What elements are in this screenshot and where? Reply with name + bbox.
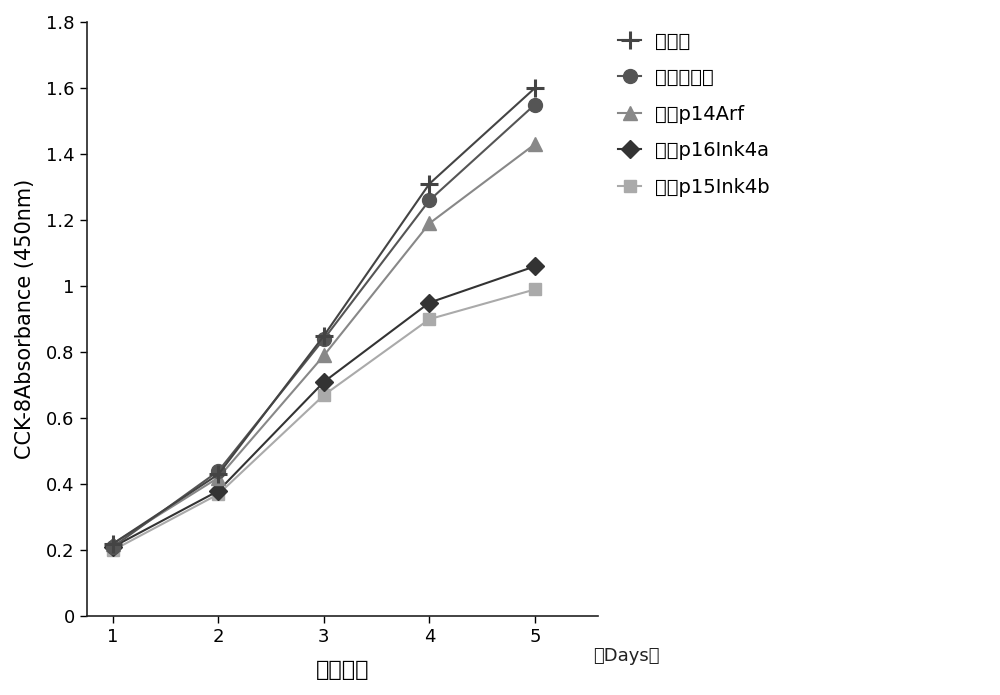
转染p15Ink4b [318, 391, 330, 399]
转染p16Ink4a [423, 298, 435, 306]
转染p14Arf [318, 351, 330, 359]
转染p15Ink4b [107, 546, 119, 555]
无转染 [318, 332, 330, 340]
Legend: 无转染, 转染空质粒, 转染p14Arf, 转染p16Ink4a, 转染p15Ink4b: 无转染, 转染空质粒, 转染p14Arf, 转染p16Ink4a, 转染p15I… [618, 32, 770, 197]
无转染 [529, 84, 541, 92]
转染空质粒 [423, 196, 435, 204]
转染p16Ink4a [318, 377, 330, 386]
Line: 无转染: 无转染 [104, 79, 544, 553]
Line: 转染p14Arf: 转染p14Arf [106, 137, 542, 550]
转染p16Ink4a [107, 543, 119, 551]
无转染 [212, 470, 224, 478]
转染p16Ink4a [529, 262, 541, 270]
转染p14Arf [423, 219, 435, 227]
转染p14Arf [107, 539, 119, 548]
转染p15Ink4b [212, 490, 224, 498]
X-axis label: 培养时间: 培养时间 [316, 660, 369, 680]
转染p15Ink4b [529, 285, 541, 293]
转染p14Arf [212, 473, 224, 482]
无转染 [107, 539, 119, 548]
Line: 转染p15Ink4b: 转染p15Ink4b [107, 283, 541, 557]
Y-axis label: CCK-8Absorbance (450nm): CCK-8Absorbance (450nm) [15, 179, 35, 459]
转染p14Arf [529, 140, 541, 148]
转染p16Ink4a [212, 486, 224, 495]
转染空质粒 [318, 335, 330, 343]
转染空质粒 [529, 100, 541, 108]
转染空质粒 [107, 543, 119, 551]
无转染 [423, 179, 435, 188]
转染p15Ink4b [423, 315, 435, 323]
Line: 转染p16Ink4a: 转染p16Ink4a [107, 260, 541, 553]
Text: （Days）: （Days） [593, 647, 660, 665]
转染空质粒 [212, 467, 224, 475]
Line: 转染空质粒: 转染空质粒 [106, 97, 542, 554]
